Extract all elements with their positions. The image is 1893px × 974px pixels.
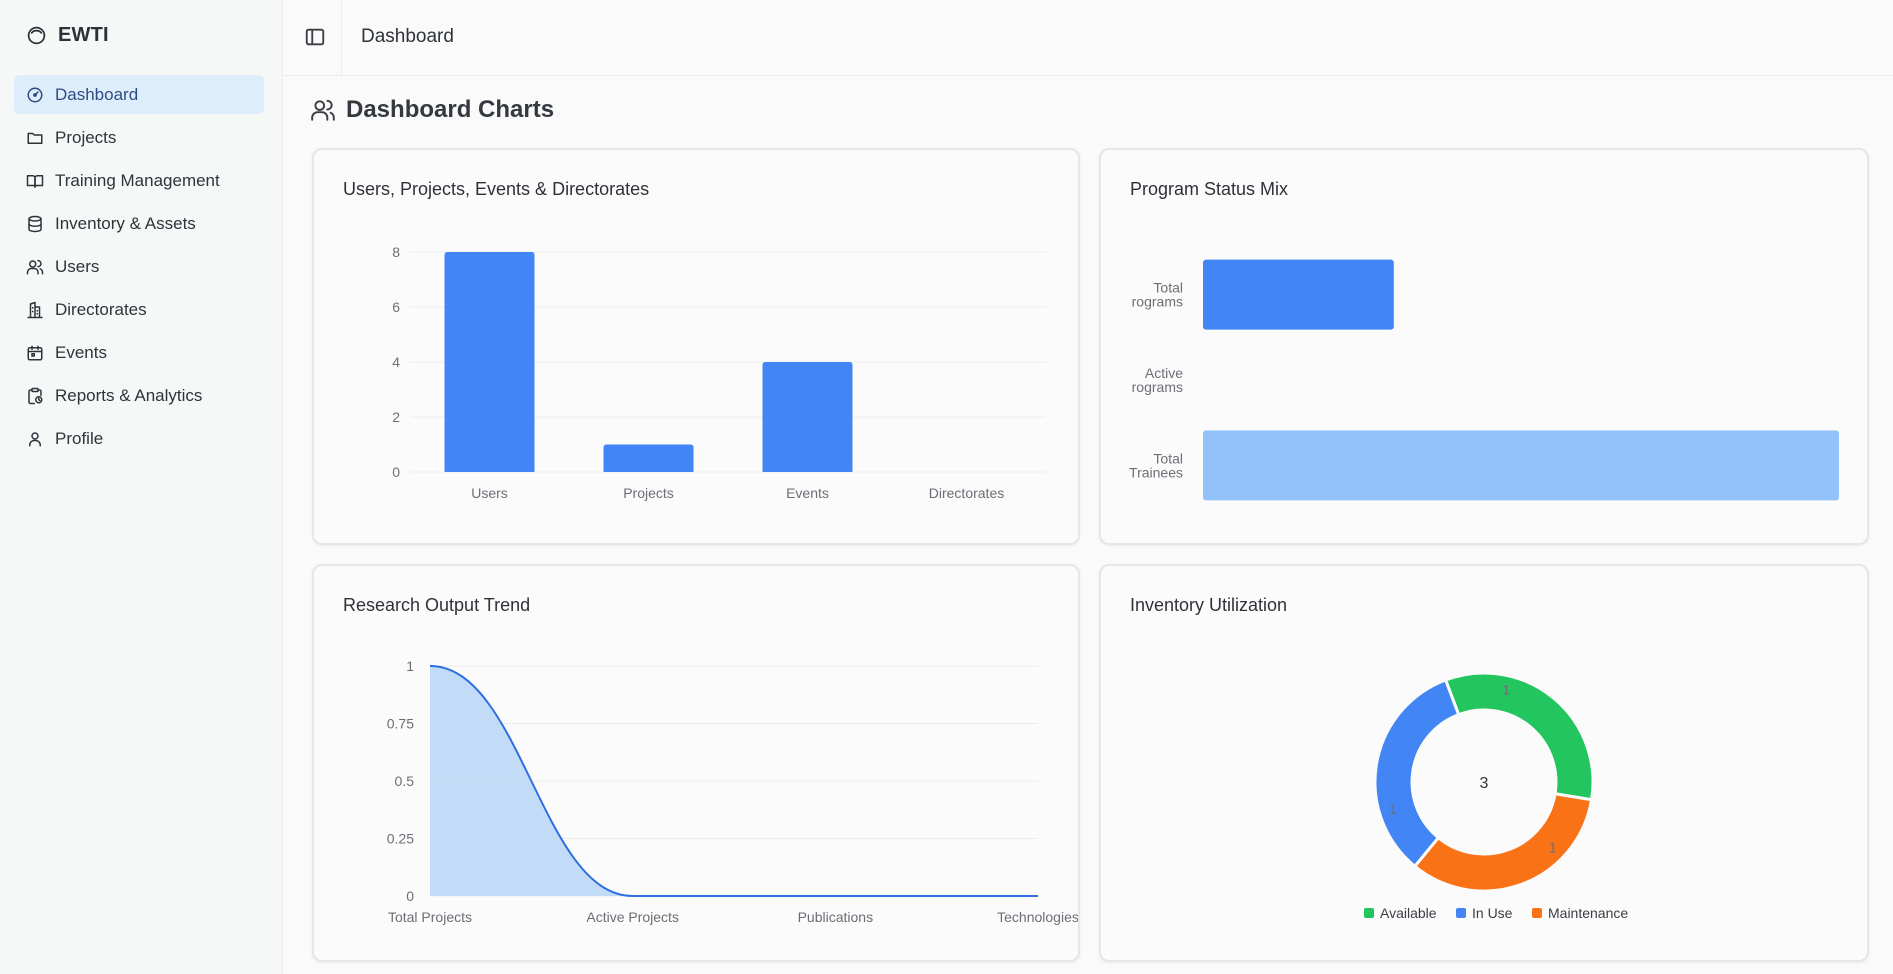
series-line [429,665,1038,897]
bar [762,362,853,472]
y-tick-label: Active [1145,365,1183,381]
bar-chart: 0 2 4 6 8 Users Projects Events Directorates [392,244,1046,501]
research-trend-card: Research Output Trend 0 0.25 0.5 0.75 1 Total… [312,564,1080,962]
sidebar-toggle-icon[interactable] [304,26,326,48]
slice-label: 1 [1549,840,1557,856]
folder-icon [27,132,43,144]
legend-label: Available [1380,905,1437,921]
sidebar-item-label: Users [55,256,100,276]
x-tick-label: Events [786,485,829,501]
sidebar-item-label: Profile [55,428,104,448]
app-name: EWTI [58,24,109,46]
page-title: Dashboard Charts [346,96,555,123]
y-tick-label: 0.75 [387,716,414,732]
sidebar-nav: Dashboard Projects Training Management I… [14,75,264,462]
sidebar-item-users[interactable]: Users [14,247,264,286]
user-icon [29,431,41,446]
legend-label: Maintenance [1548,905,1628,921]
gauge-icon [27,87,43,102]
y-tick-label: 1 [406,658,414,674]
y-tick-label: rograms [1132,294,1183,310]
doughnut-slice [1443,671,1595,802]
program-status-card: Program Status Mix Total rograms Active rog… [1099,148,1869,545]
doughnut-chart: 1 1 1 3 Available In Use Maintenance [1364,671,1628,921]
legend-swatch [1364,908,1374,918]
bar [1203,430,1839,501]
sidebar-item-label: Directorates [55,299,147,319]
legend-swatch [1456,908,1466,918]
users-icon [311,99,335,121]
y-tick-label: 0.25 [387,831,414,847]
logo-icon [27,26,46,45]
sidebar-item-label: Dashboard [55,84,139,104]
bar [444,252,535,472]
users-icon [26,259,44,274]
sidebar-item-label: Training Management [55,170,220,190]
chart-title: Users, Projects, Events & Directorates [343,179,650,199]
y-tick-label: 0 [406,888,414,904]
sidebar-item-dashboard[interactable]: Dashboard [14,75,264,114]
slice-label: 1 [1502,682,1510,698]
sidebar-item-projects[interactable]: Projects [14,118,264,157]
y-tick-label: Total [1153,450,1183,466]
calendar-icon [27,345,43,360]
building-icon [27,301,43,318]
sidebar-item-events[interactable]: Events [14,333,264,372]
inventory-utilization-card: Inventory Utilization 1 1 1 3 Available In Us… [1099,564,1869,962]
topbar: Dashboard [283,0,1893,76]
y-tick-label: 0 [392,464,400,480]
book-icon [26,174,44,188]
y-tick-label: 4 [392,354,400,370]
x-tick-label: Total Projects [388,909,472,925]
y-tick-label: Trainees [1129,464,1183,480]
chart-title: Research Output Trend [343,595,531,615]
bar [1203,259,1394,330]
y-tick-label: rograms [1132,379,1183,395]
doughnut-slice [1373,678,1461,869]
sidebar: EWTI Dashboard Projects Training Managem… [0,0,283,974]
bar-chart-card: Users, Projects, Events & Directorates 0… [312,148,1080,545]
sidebar-item-label: Inventory & Assets [55,213,196,233]
chart-title: Program Status Mix [1130,179,1289,199]
y-tick-label: 0.5 [395,773,415,789]
sidebar-item-training-management[interactable]: Training Management [14,161,264,200]
sidebar-item-reports-analytics[interactable]: Reports & Analytics [14,376,264,415]
y-tick-label: 6 [392,299,400,315]
y-tick-label: 8 [392,244,400,260]
database-icon [28,215,42,232]
clipboard-icon [28,387,43,404]
sidebar-item-label: Projects [55,127,117,147]
page-header: Dashboard Charts [310,96,554,124]
x-tick-label: Directorates [929,485,1004,501]
y-tick-label: Total [1153,280,1183,296]
legend-swatch [1532,908,1542,918]
sidebar-item-label: Reports & Analytics [55,385,203,405]
sidebar-item-profile[interactable]: Profile [14,419,264,458]
x-tick-label: Projects [623,485,674,501]
center-label: 3 [1480,775,1489,792]
bar [603,444,694,472]
area-chart: 0 0.25 0.5 0.75 1 Total Projects Active Projec… [387,658,1078,925]
brand[interactable]: EWTI [26,24,109,47]
sidebar-item-inventory-assets[interactable]: Inventory & Assets [14,204,264,243]
y-tick-label: 2 [392,409,400,425]
slice-label: 1 [1389,801,1397,817]
x-tick-label: Publications [798,909,874,925]
doughnut-slice [1412,792,1594,893]
breadcrumb: Dashboard [361,26,454,47]
chart-title: Inventory Utilization [1130,595,1288,615]
x-tick-label: Users [471,485,508,501]
header-divider [341,0,342,76]
sidebar-item-directorates[interactable]: Directorates [14,290,264,329]
x-tick-label: Active Projects [586,909,679,925]
area-fill [430,666,1038,896]
legend-label: In Use [1472,905,1513,921]
sidebar-item-label: Events [55,342,107,362]
x-tick-label: Technologies [997,909,1078,925]
